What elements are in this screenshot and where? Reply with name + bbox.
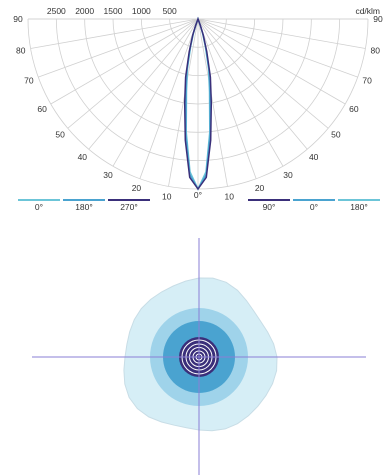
legend-label: 90° bbox=[263, 202, 276, 212]
intensity-curve bbox=[183, 16, 213, 191]
polar-grid-ray bbox=[197, 18, 346, 105]
intensity-label: 1000 bbox=[132, 6, 151, 16]
angle-label-left: 10 bbox=[162, 191, 172, 201]
polar-grid bbox=[27, 18, 369, 190]
polar-grid-ray bbox=[197, 18, 308, 150]
angle-label-left: 90 bbox=[13, 14, 23, 24]
polar-grid-ray bbox=[197, 18, 329, 129]
polar-grid-ray bbox=[38, 18, 199, 78]
polar-grid-ray bbox=[30, 18, 199, 49]
isolux-diagram bbox=[32, 238, 366, 475]
angle-label-right: 30 bbox=[283, 170, 293, 180]
legend-label: 180° bbox=[350, 202, 368, 212]
angle-label-right: 20 bbox=[255, 183, 265, 193]
angle-label-right: 80 bbox=[371, 45, 381, 55]
intensity-curves bbox=[183, 16, 213, 191]
angle-label-right: 60 bbox=[349, 104, 359, 114]
legend-label: 0° bbox=[310, 202, 318, 212]
intensity-label: 2000 bbox=[75, 6, 94, 16]
polar-grid-ray bbox=[139, 18, 199, 179]
legend-label: 180° bbox=[75, 202, 93, 212]
intensity-labels: 2500 2000 1500 1000 500 bbox=[47, 6, 177, 16]
angle-label-right: 50 bbox=[331, 130, 341, 140]
angle-label-left: 30 bbox=[103, 170, 113, 180]
angle-label-right: 10 bbox=[225, 191, 235, 201]
intensity-label: 1500 bbox=[104, 6, 123, 16]
polar-grid-ray bbox=[197, 18, 366, 49]
angle-label-left: 60 bbox=[37, 104, 47, 114]
legend-label: 0° bbox=[35, 202, 43, 212]
polar-grid-ray bbox=[67, 18, 199, 129]
angle-label-right: 70 bbox=[362, 76, 372, 86]
angle-label-center: 0° bbox=[194, 190, 202, 200]
legend-label: 270° bbox=[120, 202, 138, 212]
polar-grid-ray bbox=[197, 18, 284, 167]
unit-label: cd/klm bbox=[355, 6, 380, 16]
polar-grid-ray bbox=[197, 18, 228, 187]
angle-label-left: 20 bbox=[132, 183, 142, 193]
angle-label-left: 80 bbox=[16, 45, 26, 55]
intensity-label: 500 bbox=[163, 6, 177, 16]
polar-grid-ray bbox=[88, 18, 199, 150]
angle-label-left: 70 bbox=[24, 76, 34, 86]
polar-grid-ray bbox=[112, 18, 199, 167]
angle-label-left: 50 bbox=[55, 130, 65, 140]
curve-legend: 0° 180° 270° 90° 0° 180° bbox=[18, 199, 380, 212]
polar-grid-ray bbox=[197, 18, 358, 78]
angle-labels: 90 80 70 60 50 40 30 20 10 90 80 70 60 50 40 30 20 10 0° bbox=[13, 14, 383, 201]
polar-grid-ray bbox=[197, 18, 257, 179]
polar-grid-ray bbox=[50, 18, 199, 105]
polar-grid-ray bbox=[168, 18, 199, 187]
intensity-label: 2500 bbox=[47, 6, 66, 16]
polar-intensity-diagram: 2500 2000 1500 1000 500 cd/klm908070605040302… bbox=[13, 6, 383, 212]
angle-label-right: 40 bbox=[309, 152, 319, 162]
angle-label-right: 90 bbox=[373, 14, 383, 24]
angle-label-left: 40 bbox=[78, 152, 88, 162]
